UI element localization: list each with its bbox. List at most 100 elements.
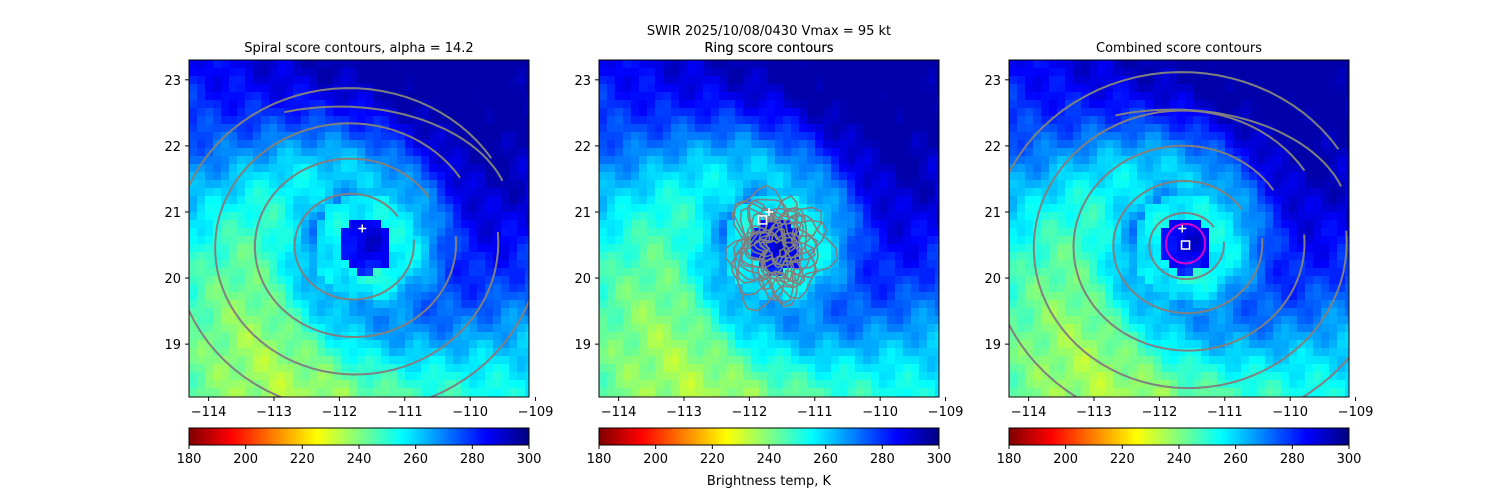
heatmap-cell	[655, 220, 663, 228]
heatmap-cell	[429, 356, 437, 364]
heatmap-cell	[1289, 84, 1297, 92]
heatmap-cell	[855, 372, 863, 380]
heatmap-cell	[1249, 60, 1257, 68]
heatmap-cell	[1209, 268, 1217, 276]
heatmap-cell	[1337, 100, 1345, 108]
heatmap-cell	[1161, 260, 1169, 268]
heatmap-cell	[237, 284, 245, 292]
heatmap-cell	[509, 324, 517, 332]
heatmap-cell	[1297, 132, 1305, 140]
heatmap-cell	[213, 196, 221, 204]
heatmap-cell	[735, 276, 743, 284]
heatmap-cell	[623, 332, 631, 340]
heatmap-cell	[1257, 156, 1265, 164]
heatmap-cell	[1289, 236, 1297, 244]
heatmap-cell	[381, 228, 389, 236]
heatmap-cell	[525, 124, 529, 132]
heatmap-cell	[453, 260, 461, 268]
heatmap-cell	[277, 300, 285, 308]
heatmap-cell	[253, 180, 261, 188]
heatmap-cell	[445, 260, 453, 268]
heatmap-cell	[1009, 164, 1017, 172]
heatmap-cell	[301, 340, 309, 348]
heatmap-cell	[1121, 276, 1129, 284]
heatmap-cell	[823, 76, 831, 84]
heatmap-cell	[1017, 116, 1025, 124]
heatmap-cell	[695, 164, 703, 172]
heatmap-cell	[647, 300, 655, 308]
heatmap-cell	[501, 116, 509, 124]
heatmap-cell	[639, 228, 647, 236]
heatmap-cell	[309, 340, 317, 348]
heatmap-cell	[325, 236, 333, 244]
heatmap-cell	[599, 388, 607, 396]
heatmap-cell	[767, 244, 775, 252]
heatmap-cell	[775, 244, 783, 252]
heatmap-cell	[469, 236, 477, 244]
heatmap-cell	[213, 148, 221, 156]
heatmap-cell	[911, 380, 919, 388]
heatmap-cell	[607, 276, 615, 284]
heatmap-cell	[735, 372, 743, 380]
heatmap-cell	[341, 132, 349, 140]
heatmap-cell	[863, 140, 871, 148]
heatmap-cell	[687, 372, 695, 380]
heatmap-cell	[269, 172, 277, 180]
heatmap-cell	[1025, 92, 1033, 100]
heatmap-cell	[221, 84, 229, 92]
heatmap-cell	[1185, 164, 1193, 172]
heatmap-cell	[477, 380, 485, 388]
heatmap-cell	[493, 244, 501, 252]
heatmap-cell	[871, 108, 879, 116]
heatmap-cell	[1313, 260, 1321, 268]
heatmap-cell	[493, 132, 501, 140]
heatmap-cell	[719, 260, 727, 268]
heatmap-cell	[1289, 188, 1297, 196]
x-tick-label: −113	[256, 405, 292, 420]
heatmap-cell	[469, 188, 477, 196]
heatmap-cell	[317, 84, 325, 92]
heatmap-cell	[525, 84, 529, 92]
heatmap-cell	[1249, 180, 1257, 188]
heatmap-cell	[221, 380, 229, 388]
heatmap-cell	[1129, 212, 1137, 220]
heatmap-cell	[1129, 124, 1137, 132]
heatmap-cell	[1257, 116, 1265, 124]
heatmap-cell	[429, 164, 437, 172]
heatmap-cell	[373, 172, 381, 180]
heatmap-cell	[871, 140, 879, 148]
heatmap-cell	[189, 196, 197, 204]
heatmap-cell	[197, 332, 205, 340]
heatmap-cell	[1057, 260, 1065, 268]
heatmap-cell	[1265, 92, 1273, 100]
heatmap-cell	[397, 300, 405, 308]
heatmap-cell	[485, 132, 493, 140]
heatmap-cell	[895, 316, 903, 324]
heatmap-cell	[357, 348, 365, 356]
heatmap-cell	[607, 228, 615, 236]
heatmap-cell	[285, 140, 293, 148]
heatmap-cell	[1169, 140, 1177, 148]
heatmap-cell	[703, 204, 711, 212]
heatmap-cell	[815, 252, 823, 260]
heatmap-cell	[213, 116, 221, 124]
heatmap-cell	[1289, 244, 1297, 252]
heatmap-cell	[631, 364, 639, 372]
heatmap-cell	[911, 220, 919, 228]
heatmap-cell	[365, 68, 373, 76]
heatmap-cell	[301, 188, 309, 196]
heatmap-cell	[437, 92, 445, 100]
heatmap-cell	[1321, 180, 1329, 188]
heatmap-cell	[1169, 188, 1177, 196]
heatmap-cell	[229, 100, 237, 108]
heatmap-cell	[1241, 124, 1249, 132]
heatmap-cell	[615, 252, 623, 260]
heatmap-cell	[1049, 196, 1057, 204]
heatmap-cell	[1209, 252, 1217, 260]
heatmap-cell	[1265, 60, 1273, 68]
heatmap-cell	[333, 204, 341, 212]
heatmap-cell	[205, 148, 213, 156]
heatmap-cell	[197, 220, 205, 228]
heatmap-cell	[525, 212, 529, 220]
heatmap-cell	[461, 356, 469, 364]
